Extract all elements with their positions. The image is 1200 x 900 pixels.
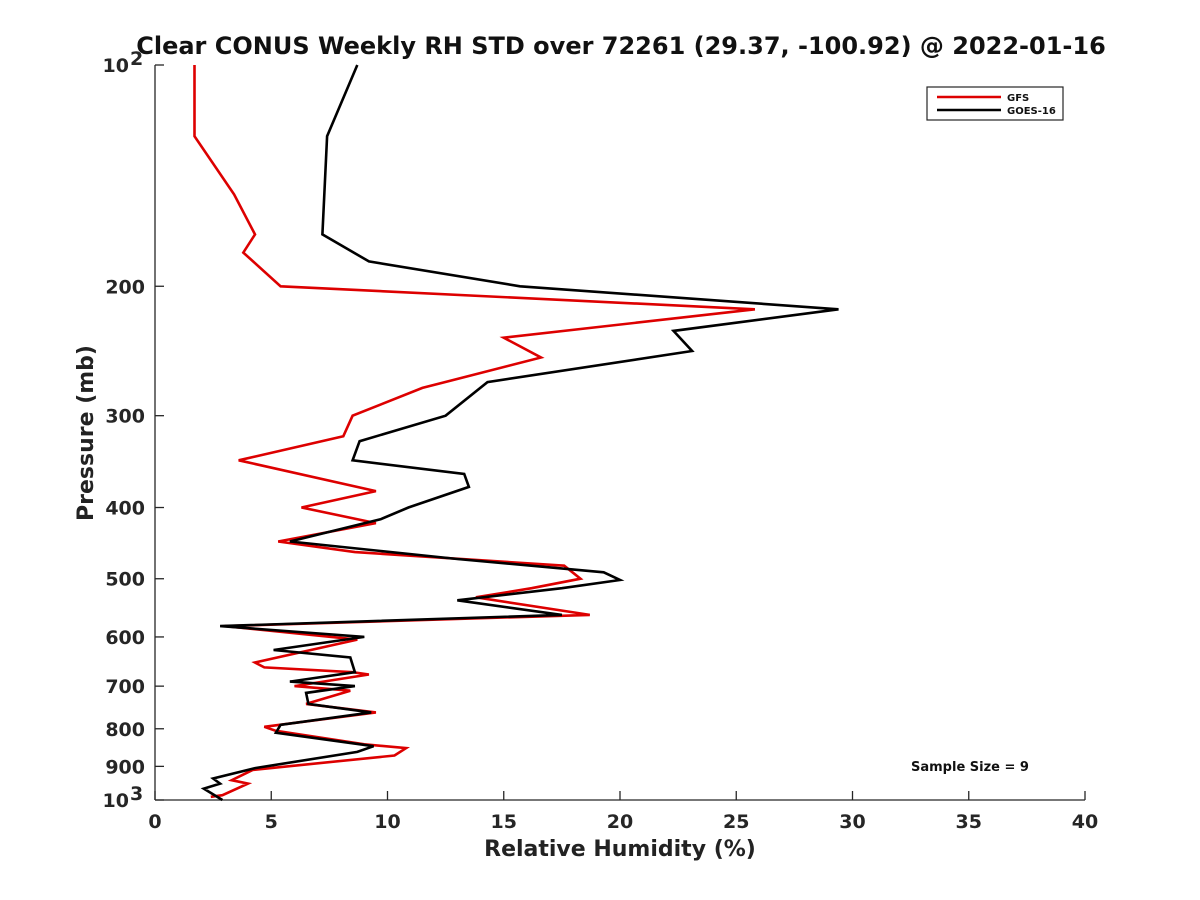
y-tick-label: 600 [105,627,145,649]
x-tick-label: 25 [723,811,749,833]
series-line-goes16 [200,64,839,802]
y-tick-label: 900 [105,756,145,778]
x-tick-label: 35 [956,811,982,833]
x-tick-label: 30 [839,811,865,833]
y-tick-label: 10 [103,55,129,77]
y-tick-label: 300 [105,406,145,428]
y-tick-label: 200 [105,276,145,298]
x-tick-label: 0 [148,811,161,833]
series-layer [193,64,839,802]
legend-label-gfs: GFS [1007,93,1029,104]
x-tick-label: 5 [265,811,278,833]
x-axis-ticks: 0 5 10 15 20 25 30 35 40 [148,791,1098,833]
x-tick-label: 40 [1072,811,1098,833]
y-tick-label: 500 [105,569,145,591]
x-tick-label: 10 [374,811,400,833]
legend-box [926,86,1064,121]
x-axis-label: Relative Humidity (%) [484,837,756,862]
sample-size-annotation: Sample Size = 9 [911,760,1029,775]
x-tick-label: 15 [491,811,517,833]
y-tick-label: 800 [105,719,145,741]
y-tick-label: 10 [103,790,129,812]
y-tick-label: 400 [105,498,145,520]
legend: GFS GOES-16 [926,86,1064,121]
y-tick-label: 700 [105,676,145,698]
chart-title: Clear CONUS Weekly RH STD over 72261 (29… [136,32,1106,60]
legend-label-goes16: GOES-16 [1007,106,1056,117]
y-tick-exponent: 3 [130,783,143,805]
y-axis-label: Pressure (mb) [74,345,99,521]
x-tick-label: 20 [607,811,633,833]
y-tick-exponent: 2 [130,48,143,70]
